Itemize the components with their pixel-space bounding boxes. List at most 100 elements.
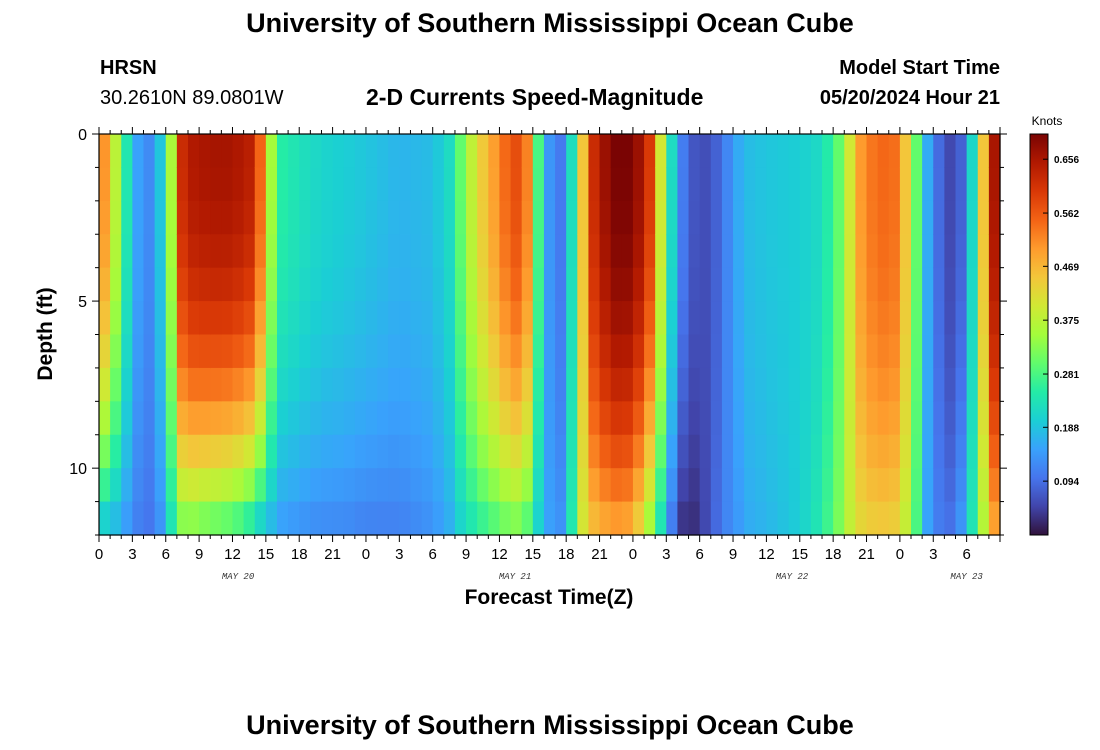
heatmap-cell: [799, 267, 812, 302]
heatmap-cell: [488, 367, 501, 402]
heatmap-cell: [543, 167, 556, 202]
heatmap-cell: [377, 468, 389, 503]
heatmap-cell: [655, 401, 667, 436]
heatmap-cell: [321, 468, 334, 503]
heatmap-cell: [944, 501, 957, 536]
heatmap-cell: [677, 334, 690, 369]
heatmap-cell: [321, 301, 334, 336]
heatmap-cell: [276, 334, 289, 369]
heatmap-cell: [388, 134, 400, 169]
date-label: MAY 21: [499, 572, 531, 582]
heatmap-cell: [777, 501, 790, 536]
heatmap-cell: [377, 200, 389, 235]
heatmap-cell: [688, 367, 701, 402]
heatmap-cell: [454, 334, 467, 369]
heatmap-cell: [443, 501, 456, 536]
heatmap-cell: [677, 234, 690, 269]
heatmap-cell: [388, 200, 400, 235]
heatmap-cell: [877, 301, 890, 336]
heatmap-cell: [466, 501, 478, 536]
heatmap-cell: [855, 200, 868, 235]
heatmap-cell: [788, 468, 801, 503]
heatmap-cell: [877, 200, 890, 235]
heatmap-cell: [599, 334, 612, 369]
heatmap-cell: [799, 301, 812, 336]
heatmap-cell: [866, 267, 879, 302]
heatmap-cell: [432, 134, 445, 169]
heatmap-cell: [899, 367, 912, 402]
heatmap-cell: [777, 301, 790, 336]
heatmap-cell: [955, 134, 968, 169]
heatmap-cell: [966, 501, 979, 536]
x-axis: 0 3 6 9 12 15 18 21 0 3 6 9 12 15 18 21 0 3 6 9 12 15 18 21 0 3 6: [95, 127, 1001, 563]
heatmap-cell: [532, 401, 545, 436]
heatmap-cell: [365, 501, 378, 536]
heatmap-cell: [477, 367, 489, 402]
heatmap-cell: [377, 267, 389, 302]
heatmap-cell: [354, 501, 367, 536]
heatmap-cell: [588, 167, 601, 202]
heatmap-cell: [766, 367, 779, 402]
heatmap-cell: [777, 167, 790, 202]
heatmap-cell: [410, 167, 423, 202]
heatmap-cell: [721, 501, 734, 536]
x-tick-label: 18: [825, 546, 842, 563]
heatmap-cell: [822, 200, 834, 235]
heatmap-cell: [677, 468, 690, 503]
heatmap-cell: [721, 367, 734, 402]
heatmap-cell: [221, 267, 234, 302]
heatmap-cell: [187, 234, 200, 269]
heatmap-cell: [621, 301, 634, 336]
heatmap-cell: [488, 167, 501, 202]
heatmap-cell: [699, 301, 712, 336]
heatmap-cell: [655, 267, 667, 302]
heatmap-cell: [187, 401, 200, 436]
heatmap-cell: [944, 167, 957, 202]
heatmap-cell: [944, 434, 957, 469]
heatmap-cell: [410, 134, 423, 169]
heatmap-cell: [210, 167, 222, 202]
heatmap-cell: [977, 234, 990, 269]
heatmap-cell: [988, 367, 1001, 402]
heatmap-cell: [710, 501, 723, 536]
heatmap-cell: [933, 301, 945, 336]
heatmap-cell: [710, 134, 723, 169]
heatmap-cell: [243, 501, 256, 536]
x-tick-label: 9: [462, 546, 470, 563]
heatmap-cell: [588, 334, 601, 369]
heatmap-cell: [276, 167, 289, 202]
heatmap-cell: [321, 367, 334, 402]
heatmap-cell: [555, 200, 567, 235]
heatmap-cell: [110, 334, 122, 369]
heatmap-cell: [988, 334, 1001, 369]
heatmap-cell: [421, 267, 434, 302]
heatmap-cell: [265, 200, 278, 235]
heatmap-cell: [688, 167, 701, 202]
heatmap-cell: [577, 200, 590, 235]
heatmap-cell: [755, 234, 767, 269]
heatmap-cell: [254, 167, 267, 202]
heatmap-cell: [432, 401, 445, 436]
heatmap-cell: [977, 434, 990, 469]
heatmap-cell: [733, 468, 745, 503]
heatmap-cell: [176, 367, 189, 402]
heatmap-cell: [132, 468, 145, 503]
heatmap-cell: [966, 234, 979, 269]
heatmap-cell: [454, 367, 467, 402]
heatmap-cell: [610, 200, 623, 235]
heatmap-cell: [766, 501, 779, 536]
heatmap-cell: [621, 234, 634, 269]
footer-title: University of Southern Mississippi Ocean…: [246, 710, 854, 740]
heatmap-cell: [499, 401, 512, 436]
heatmap-cell: [543, 401, 556, 436]
heatmap-cell: [610, 434, 623, 469]
heatmap-cell: [143, 401, 156, 436]
heatmap-cell: [510, 134, 523, 169]
heatmap-cell: [432, 468, 445, 503]
heatmap-cell: [354, 234, 367, 269]
heatmap-cell: [299, 134, 311, 169]
heatmap-cell: [265, 334, 278, 369]
heatmap-cell: [755, 367, 767, 402]
heatmap-cell: [555, 167, 567, 202]
heatmap-cell: [899, 401, 912, 436]
